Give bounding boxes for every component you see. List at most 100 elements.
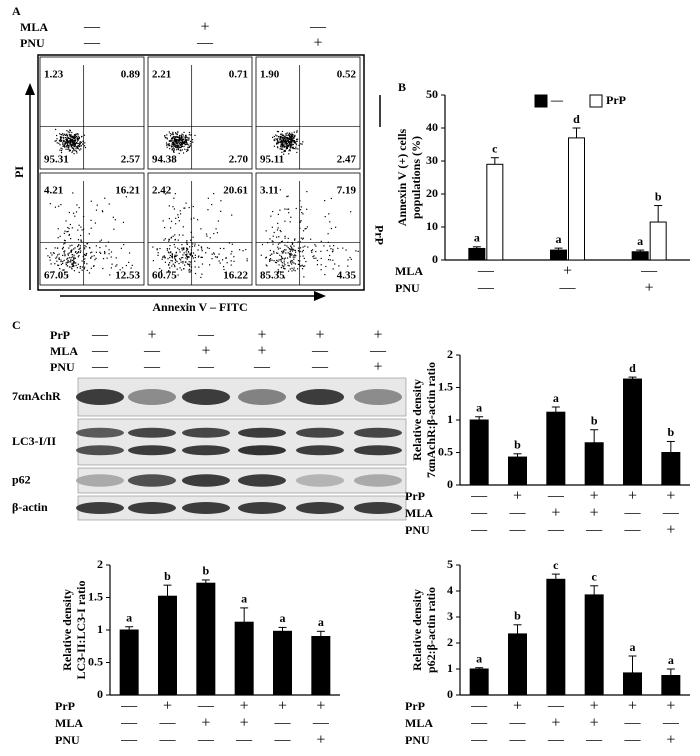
event-dot [281, 252, 283, 254]
condition-sign: + [590, 698, 599, 715]
condition-label: PrP [55, 699, 75, 713]
event-dot [83, 268, 86, 270]
event-dot [166, 247, 168, 250]
event-dot [172, 131, 174, 134]
flow-plot [255, 56, 361, 170]
event-dot [292, 138, 294, 140]
event-dot [178, 138, 180, 140]
event-dot [277, 213, 279, 216]
bar [649, 221, 667, 261]
event-dot [78, 137, 80, 140]
event-dot [188, 134, 190, 136]
event-dot [78, 136, 81, 138]
bar [119, 629, 139, 696]
event-dot [277, 143, 279, 145]
event-dot [78, 248, 80, 250]
bar [469, 668, 489, 696]
event-dot [113, 228, 115, 230]
event-dot [59, 144, 61, 146]
event-dot [63, 145, 65, 147]
event-dot [65, 262, 67, 264]
event-dot [163, 239, 165, 241]
event-dot [76, 140, 79, 142]
condition-sign: + [278, 698, 287, 715]
event-dot [302, 213, 304, 215]
event-dot [52, 252, 55, 254]
event-dot [192, 243, 194, 245]
event-dot [350, 211, 352, 213]
event-dot [292, 134, 294, 136]
event-dot [177, 144, 179, 146]
event-dot [64, 142, 66, 144]
event-dot [269, 254, 271, 256]
event-dot [277, 141, 279, 143]
event-dot [178, 142, 180, 145]
event-dot [59, 136, 62, 139]
event-dot [58, 258, 60, 261]
quadrant-value: 2.21 [152, 69, 171, 81]
event-dot [290, 216, 292, 218]
y-tick-label: 0.5 [438, 444, 453, 458]
condition-sign: + [666, 488, 675, 505]
event-dot [72, 142, 74, 144]
significance-letter: a [553, 391, 559, 405]
condition-sign: + [201, 343, 210, 360]
event-dot [180, 136, 182, 138]
event-dot [71, 268, 73, 270]
event-dot [186, 243, 188, 245]
condition-label: MLA [395, 264, 423, 278]
event-dot [299, 250, 301, 253]
arrow-head [314, 291, 326, 301]
event-dot [71, 139, 74, 142]
event-dot [283, 138, 285, 140]
event-dot [200, 276, 202, 279]
event-dot [197, 249, 199, 251]
event-dot [281, 256, 283, 258]
event-dot [293, 137, 295, 139]
event-dot [185, 139, 187, 142]
event-dot [79, 265, 81, 268]
event-dot [172, 150, 175, 153]
event-dot [182, 142, 184, 145]
y-axis-label: Relative density [410, 589, 424, 671]
event-dot [69, 135, 71, 137]
condition-label: PNU [55, 733, 80, 747]
event-dot [179, 137, 181, 139]
event-dot [289, 147, 291, 149]
event-dot [104, 197, 106, 199]
event-dot [78, 271, 80, 273]
event-dot [315, 257, 317, 259]
event-dot [206, 235, 208, 237]
condition-sign: + [590, 488, 599, 505]
event-dot [347, 259, 349, 261]
bar [311, 636, 331, 696]
event-dot [191, 139, 194, 141]
event-dot [183, 249, 185, 251]
event-dot [100, 239, 103, 241]
event-dot [168, 143, 170, 145]
event-dot [288, 144, 290, 146]
event-dot [71, 144, 73, 146]
event-dot [181, 142, 183, 144]
event-dot [59, 235, 61, 237]
event-dot [276, 138, 278, 140]
y-axis-label: LC3-II:LC3-I ratio [74, 581, 88, 680]
event-dot [152, 246, 154, 248]
event-dot [211, 253, 213, 255]
event-dot [182, 262, 184, 264]
condition-sign: + [316, 732, 325, 749]
event-dot [180, 146, 182, 148]
event-dot [289, 143, 291, 145]
significance-letter: c [553, 558, 559, 572]
event-dot [190, 253, 192, 255]
event-dot [286, 132, 288, 134]
event-dot [64, 255, 66, 257]
event-dot [171, 256, 173, 258]
event-dot [207, 197, 209, 199]
event-dot [293, 239, 296, 241]
event-dot [302, 230, 305, 232]
event-dot [58, 142, 60, 144]
event-dot [293, 135, 296, 137]
event-dot [315, 245, 317, 247]
event-dot [159, 267, 161, 270]
